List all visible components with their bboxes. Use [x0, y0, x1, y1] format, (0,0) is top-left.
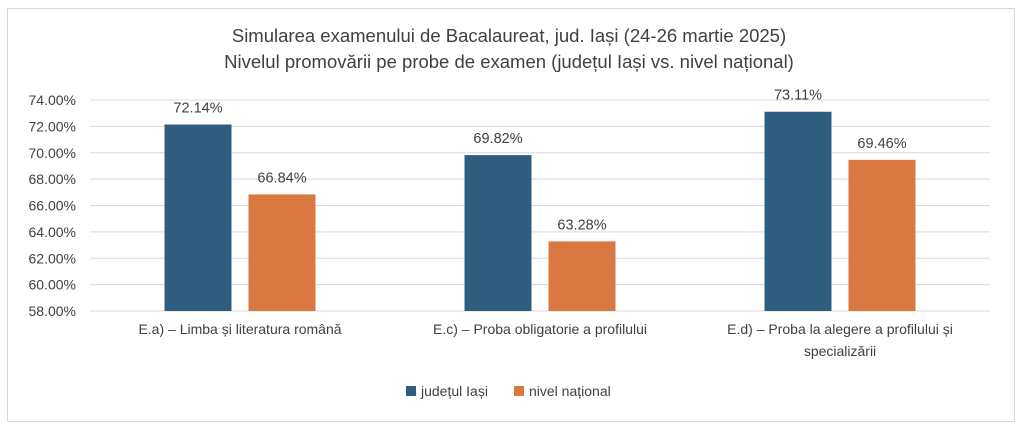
legend-swatch	[406, 386, 416, 396]
data-label: 66.84%	[257, 170, 306, 186]
data-label: 73.11%	[774, 88, 822, 104]
legend-label: nivel național	[529, 383, 611, 399]
x-category-label: specializării	[804, 343, 876, 359]
data-label: 69.82%	[473, 131, 522, 147]
y-tick-label: 72.00%	[29, 118, 76, 134]
x-category-label: E.a) – Limba și literatura română	[138, 321, 341, 337]
x-category-label: E.d) – Proba la alegere a profilului și	[727, 321, 953, 337]
bar	[764, 111, 832, 311]
y-tick-label: 68.00%	[29, 171, 76, 187]
y-tick-label: 64.00%	[29, 224, 76, 240]
bar	[548, 241, 616, 311]
data-label: 69.46%	[857, 136, 906, 152]
chart-title-line: Nivelul promovării pe probe de examen (j…	[224, 51, 794, 72]
x-category-label: E.c) – Proba obligatorie a profilului	[433, 321, 647, 337]
y-tick-label: 58.00%	[29, 303, 76, 319]
legend-label: județul Iași	[420, 383, 488, 399]
bar	[848, 159, 916, 311]
chart-frame	[7, 8, 1015, 422]
data-label: 72.14%	[173, 101, 222, 117]
data-label: 63.28%	[557, 217, 606, 233]
legend-swatch	[514, 386, 524, 396]
chart-title-line: Simularea examenului de Bacalaureat, jud…	[232, 25, 786, 46]
y-tick-label: 66.00%	[29, 198, 76, 214]
bar	[164, 124, 232, 311]
y-tick-label: 70.00%	[29, 145, 76, 161]
y-tick-label: 62.00%	[29, 250, 76, 266]
bar	[464, 155, 532, 311]
y-tick-label: 74.00%	[29, 92, 76, 108]
y-tick-label: 60.00%	[29, 277, 76, 293]
bar	[248, 194, 316, 311]
